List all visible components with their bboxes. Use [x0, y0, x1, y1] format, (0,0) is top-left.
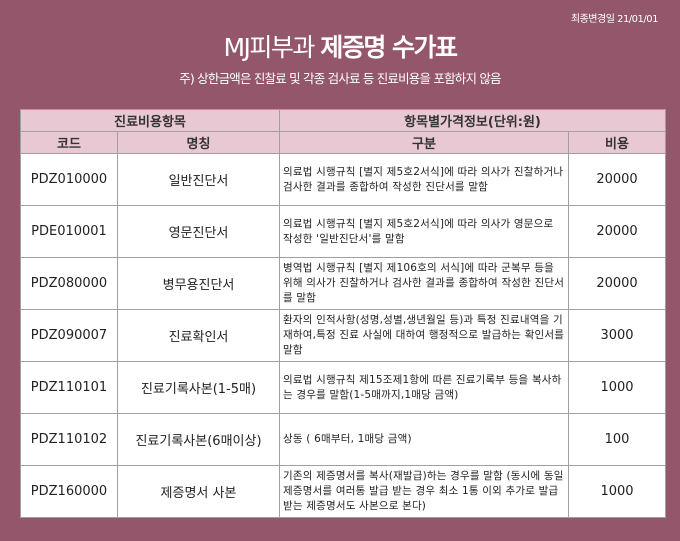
cell-description: 의료법 시행규칙 제15조제1항에 따른 진료기록부 등을 복사하는 경우를 말… [279, 361, 570, 414]
cell-code: PDZ160000 [20, 465, 118, 518]
column-header-code: 코드 [20, 131, 118, 154]
cell-code: PDZ110102 [20, 413, 118, 466]
table-row: PDZ110102 진료기록사본(6매이상) 상동 ( 6매부터, 1매당 금액) 1… [20, 413, 667, 466]
cell-code: PDZ080000 [20, 257, 118, 310]
cell-cost: 3000 [568, 309, 667, 362]
cell-name: 제증명서 사본 [116, 465, 281, 518]
group-header-price-info: 항목별가격정보(단위:원) [279, 109, 667, 132]
page-title: MJ피부과 제증명 수가표 [0, 28, 680, 64]
cell-cost: 1000 [568, 465, 667, 518]
column-header-name: 명칭 [116, 131, 281, 154]
cell-code: PDZ110101 [20, 361, 118, 414]
cell-cost: 20000 [568, 205, 667, 258]
cell-name: 영문진단서 [116, 205, 281, 258]
cell-name: 병무용진단서 [116, 257, 281, 310]
fee-table: 진료비용항목 항목별가격정보(단위:원) 코드 명칭 구분 비용 PDZ0100… [19, 109, 667, 518]
column-header-description: 구분 [279, 131, 570, 154]
table-row: PDZ080000 병무용진단서 병역법 시행규칙 [별지 제106호의 서식]에 … [20, 257, 667, 310]
cell-description: 의료법 시행규칙 [별지 제5호2서식]에 따라 의사가 영문으로 작성한 '일… [279, 205, 570, 258]
table-row: PDZ090007 진료확인서 환자의 인적사항(성명,성별,생년월일 등)과 특정… [20, 309, 667, 362]
column-header-row: 코드 명칭 구분 비용 [20, 131, 667, 154]
cell-name: 진료기록사본(6매이상) [116, 413, 281, 466]
cell-code: PDE010001 [20, 205, 118, 258]
cell-name: 일반진단서 [116, 153, 281, 206]
table-row: PDZ110101 진료기록사본(1-5매) 의료법 시행규칙 제15조제1항에 따… [20, 361, 667, 414]
group-header-items: 진료비용항목 [19, 109, 281, 132]
table-row: PDZ010000 일반진단서 의료법 시행규칙 [별지 제5호2서식]에 따라 의… [20, 153, 667, 206]
last-updated-date: 최종변경일 21/01/01 [570, 14, 659, 25]
cell-name: 진료확인서 [116, 309, 281, 362]
cell-description: 의료법 시행규칙 [별지 제5호2서식]에 따라 의사가 진찰하거나 검사한 결… [279, 153, 570, 206]
group-header-row: 진료비용항목 항목별가격정보(단위:원) [19, 109, 667, 132]
cell-cost: 1000 [568, 361, 667, 414]
cell-description: 기존의 제증명서를 복사(재발급)하는 경우를 말함 (동시에 동일 제증명서를… [279, 465, 570, 518]
clinic-name: MJ피부과 [223, 33, 315, 62]
table-row: PDZ160000 제증명서 사본 기존의 제증명서를 복사(재발급)하는 경우를 … [20, 465, 667, 518]
cell-description: 상동 ( 6매부터, 1매당 금액) [279, 413, 570, 466]
title-main: 제증명 수가표 [320, 33, 458, 62]
price-note: 주) 상한금액은 진찰료 및 각종 검사료 등 진료비용을 포함하지 않음 [179, 71, 501, 86]
cell-name: 진료기록사본(1-5매) [116, 361, 281, 414]
cell-code: PDZ090007 [20, 309, 118, 362]
cell-cost: 20000 [568, 257, 667, 310]
cell-cost: 100 [568, 413, 667, 466]
cell-description: 환자의 인적사항(성명,성별,생년월일 등)과 특정 진료내역을 기재하여,특정… [279, 309, 570, 362]
cell-code: PDZ010000 [20, 153, 118, 206]
cell-cost: 20000 [568, 153, 667, 206]
table-row: PDE010001 영문진단서 의료법 시행규칙 [별지 제5호2서식]에 따라 의… [20, 205, 667, 258]
cell-description: 병역법 시행규칙 [별지 제106호의 서식]에 따라 군복무 등을 위해 의사… [279, 257, 570, 310]
column-header-cost: 비용 [568, 131, 667, 154]
